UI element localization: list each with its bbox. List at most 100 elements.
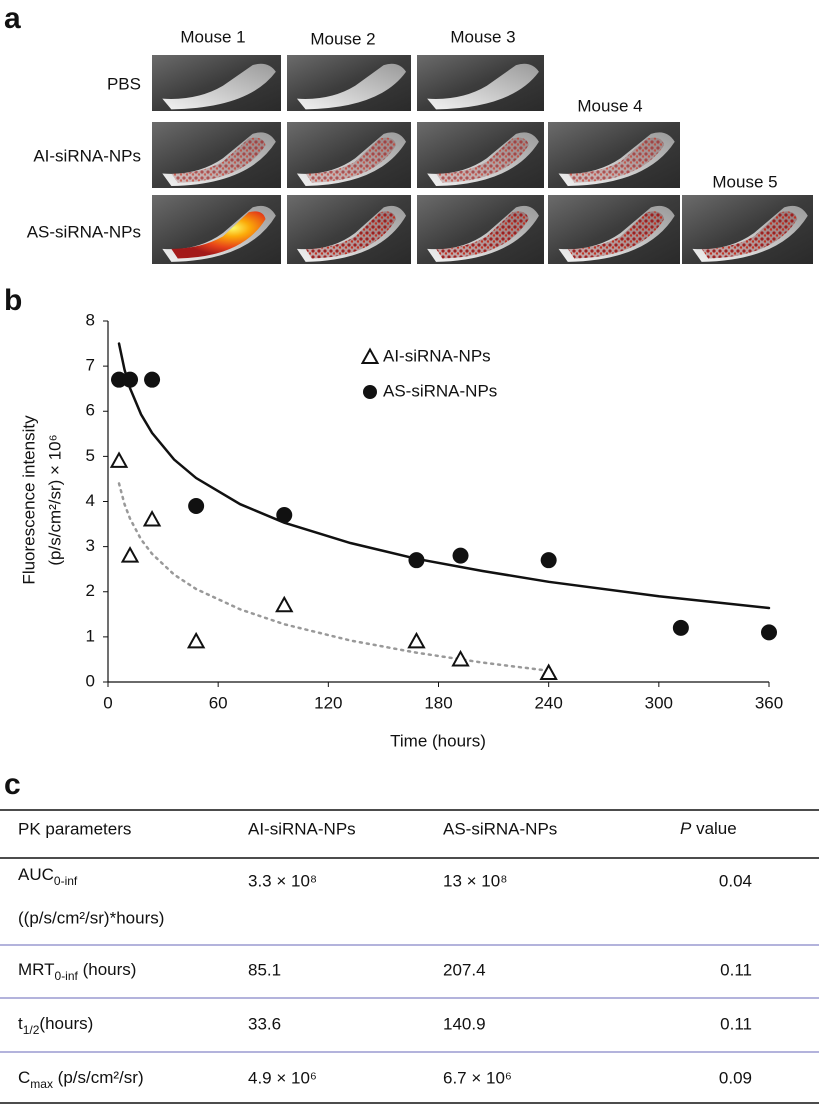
value-cell: 4.9 × 10⁶ <box>248 1068 317 1087</box>
header-italic: P <box>680 819 692 838</box>
trend-line <box>117 482 550 672</box>
mouse-image <box>287 122 411 188</box>
fluorescence <box>436 211 529 259</box>
parameter-cell: Cmax (p/s/cm²/sr) <box>18 1068 144 1091</box>
parameter-unit: (hours) <box>39 1014 93 1033</box>
marker <box>142 509 162 527</box>
y-tick-label: 2 <box>86 581 95 600</box>
y-tick-label: 4 <box>86 491 95 510</box>
mouse-image <box>548 195 680 264</box>
mouse-label: Mouse 3 <box>450 27 515 46</box>
x-axis-label: Time (hours) <box>390 731 486 750</box>
parameter-name: MRT <box>18 960 55 979</box>
parameter-name: C <box>18 1068 30 1087</box>
value-cell: 6.7 × 10⁶ <box>443 1068 512 1087</box>
y-tick-label: 1 <box>86 626 95 645</box>
fluorescence <box>305 137 397 183</box>
fluorescence <box>171 137 266 183</box>
legend-label: AS-siRNA-NPs <box>383 381 497 400</box>
parameter-cell: MRT0-inf (hours) <box>18 960 136 983</box>
y-axis-label: (p/s/cm²/sr) × 10⁶ <box>45 434 64 565</box>
mouse-image <box>152 195 281 264</box>
mouse-label: Mouse 1 <box>180 27 245 46</box>
mouse-label: Mouse 2 <box>310 29 375 48</box>
paw <box>296 63 407 110</box>
row-label: AI-siRNA-NPs <box>33 146 141 165</box>
marker <box>109 451 129 468</box>
parameter-unit: ((p/s/cm²/sr)*hours) <box>18 908 164 927</box>
x-tick-label: 180 <box>424 693 452 712</box>
value-cell: 207.4 <box>443 960 486 979</box>
parameter-name: AUC <box>18 865 54 884</box>
marker <box>540 552 557 569</box>
parameter-unit: (hours) <box>78 960 137 979</box>
marker <box>672 619 689 636</box>
fluorescence <box>567 137 665 183</box>
x-tick-label: 0 <box>103 693 112 712</box>
x-tick-label: 300 <box>645 693 673 712</box>
fluorescence <box>701 211 798 259</box>
x-tick-label: 360 <box>755 693 783 712</box>
y-tick-label: 5 <box>86 446 95 465</box>
marker <box>407 631 426 649</box>
value-cell: 13 × 10⁸ <box>443 871 507 890</box>
mouse-image <box>682 195 813 264</box>
legend-label: AI-siRNA-NPs <box>383 346 491 365</box>
mouse-label: Mouse 4 <box>577 96 642 115</box>
marker <box>122 371 139 388</box>
x-tick-label: 60 <box>209 693 228 712</box>
panel-label: b <box>4 284 22 317</box>
x-tick-label: 240 <box>534 693 562 712</box>
mouse-image <box>287 55 411 111</box>
p-value-cell: 0.09 <box>719 1068 752 1087</box>
parameter-cell: AUC0-inf <box>18 865 78 888</box>
p-value-cell: 0.11 <box>720 1014 752 1033</box>
marker <box>111 371 128 388</box>
y-tick-label: 0 <box>86 671 95 690</box>
panel-label: c <box>4 768 21 801</box>
value-cell: 85.1 <box>248 960 281 979</box>
y-tick-label: 7 <box>86 356 95 375</box>
parameter-name: t <box>18 1014 23 1033</box>
x-tick-label: 120 <box>314 693 342 712</box>
y-tick-label: 3 <box>86 536 95 555</box>
paw <box>427 63 539 110</box>
trend-line <box>117 342 771 610</box>
header-cell: AS-siRNA-NPs <box>443 819 557 838</box>
p-value-cell: 0.11 <box>720 960 752 979</box>
fluorescence <box>305 211 397 259</box>
marker <box>188 498 205 515</box>
parameter-subscript: 0-inf <box>55 969 79 983</box>
mouse-image <box>417 55 544 111</box>
marker <box>276 507 293 524</box>
value-cell: 33.6 <box>248 1014 281 1033</box>
parameter-subscript: 0-inf <box>54 874 78 888</box>
legend-marker <box>363 385 377 399</box>
header-cell: AI-siRNA-NPs <box>248 819 356 838</box>
marker <box>120 546 140 563</box>
fluorescence <box>436 137 529 183</box>
y-axis-label: Fluorescence intensity <box>19 415 38 585</box>
p-value-cell: 0.04 <box>719 871 752 890</box>
value-cell: 3.3 × 10⁸ <box>248 871 317 890</box>
fluorescence <box>171 211 266 259</box>
mouse-image <box>417 195 544 264</box>
marker <box>451 649 470 667</box>
mouse-image <box>152 55 281 111</box>
y-tick-label: 6 <box>86 401 95 420</box>
mouse-image <box>417 122 544 188</box>
panel-label: a <box>4 2 21 35</box>
parameter-unit: (p/s/cm²/sr) <box>53 1068 144 1087</box>
mouse-image <box>152 122 281 188</box>
marker <box>408 552 425 569</box>
value-cell: 140.9 <box>443 1014 486 1033</box>
parameter-subscript: max <box>30 1077 53 1091</box>
mouse-image <box>287 195 411 264</box>
mouse-label: Mouse 5 <box>712 172 777 191</box>
marker <box>452 547 469 564</box>
marker <box>144 371 161 388</box>
header-cell: PK parameters <box>18 819 131 838</box>
row-label: AS-siRNA-NPs <box>27 222 141 241</box>
mouse-image <box>548 122 680 188</box>
